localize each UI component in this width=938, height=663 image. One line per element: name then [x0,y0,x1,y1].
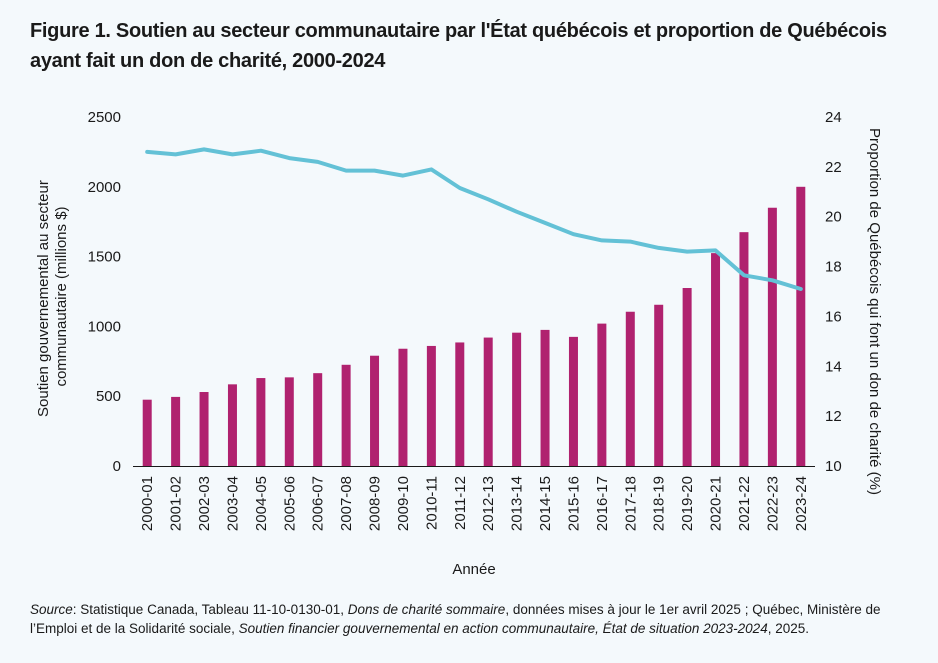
right-tick-label: 22 [825,159,842,176]
donor-proportion-line [145,147,803,291]
x-tick-label: 2001-02 [168,476,185,531]
x-tick-label: 2002-03 [196,476,213,531]
x-tick-label: 2011-12 [452,476,469,530]
x-tick-label: 2007-08 [338,476,355,531]
right-tick-label: 10 [825,458,842,475]
bar-2011-12 [455,342,465,466]
chart-svg: 0 500 1000 1500 2000 2500 10 12 14 16 18 20 22 24 20… [35,109,883,578]
bar-2016-17 [597,323,607,466]
x-tick-label: 2006-07 [310,476,327,531]
bar-2021-22 [739,232,749,466]
left-tick-label: 1500 [88,249,121,266]
left-tick-label: 2000 [88,179,121,196]
source-text-3: , 2025. [767,621,809,636]
x-tick-label: 2012-13 [480,476,497,531]
x-tick-label: 2009-10 [395,476,412,531]
bar-2003-04 [227,384,237,466]
right-tick-label: 16 [825,308,842,325]
x-tick-label: 2004-05 [253,476,270,531]
x-tick-label: 2020-21 [708,476,725,531]
bar-2004-05 [256,378,266,466]
bar-2007-08 [341,364,351,466]
left-axis: 0 500 1000 1500 2000 2500 [88,109,121,475]
left-tick-label: 0 [113,458,121,475]
source-text-2: , données mises à jour le 1er avril 2025… [30,602,881,636]
x-tick-label: 2023-24 [793,476,810,531]
source-text-1: : Statistique Canada, Tableau 11-10-0130… [72,602,348,617]
left-axis-label-line-2: communautaire (millions $) [53,206,70,386]
bar-2010-11 [426,345,436,466]
bar-2009-10 [398,348,408,466]
bar-2017-18 [625,311,635,466]
x-tick-label: 2014-15 [537,476,554,531]
x-axis-label: Année [452,561,495,578]
x-axis: 2000-01 2001-02 2002-03 2003-04 2004-05 2005-… [139,476,810,531]
bar-2001-02 [171,396,181,466]
right-tick-label: 18 [825,259,842,276]
source-label: Source [30,602,73,617]
bar-2023-24 [796,186,806,467]
bar-2012-13 [483,337,493,466]
right-axis: 10 12 14 16 18 20 22 24 [825,109,842,475]
right-tick-label: 14 [825,358,842,375]
chart-title: Figure 1. Soutien au secteur communautai… [30,16,910,76]
left-tick-label: 1000 [88,318,121,335]
bar-2019-20 [682,288,692,466]
right-tick-label: 20 [825,209,842,226]
bar-2008-09 [370,355,380,466]
right-tick-label: 12 [825,408,842,425]
source-italic-2: Soutien financier gouvernemental en acti… [238,621,768,636]
line-series [145,147,803,291]
x-tick-label: 2021-22 [736,476,753,531]
bar-2000-01 [142,399,152,466]
x-tick-label: 2016-17 [594,476,611,531]
bar-2002-03 [199,392,209,466]
right-tick-label: 24 [825,109,842,126]
x-tick-label: 2013-14 [509,476,526,531]
bar-2018-19 [654,304,664,466]
bar-2022-23 [767,207,777,467]
source-note: Source: Statistique Canada, Tableau 11-1… [30,600,920,638]
bar-2014-15 [540,329,550,466]
chart-title-line-1: Figure 1. Soutien au secteur communautai… [30,20,887,42]
left-axis-label-line-1: Soutien gouvernemental au secteur [35,180,52,417]
x-tick-label: 2018-19 [651,476,668,531]
x-tick-label: 2000-01 [139,476,156,531]
left-tick-label: 2500 [88,109,121,126]
bar-2015-16 [568,336,578,466]
x-tick-label: 2003-04 [224,476,241,531]
bar-2013-14 [512,332,522,466]
bar-2020-21 [711,253,721,466]
x-tick-label: 2005-06 [281,476,298,531]
source-italic-1: Dons de charité sommaire [347,602,506,617]
x-tick-label: 2017-18 [622,476,639,531]
bar-series [142,186,806,467]
x-tick-label: 2015-16 [565,476,582,531]
left-axis-label: Soutien gouvernemental au secteur commun… [35,176,70,417]
x-tick-label: 2019-20 [679,476,696,531]
right-axis-label: Proportion de Québécois qui font un don … [866,128,883,495]
chart-title-line-2: ayant fait un don de charité, 2000-2024 [30,50,386,72]
bar-2005-06 [284,377,294,466]
left-tick-label: 500 [96,388,121,405]
x-tick-label: 2010-11 [423,476,440,530]
x-tick-label: 2008-09 [367,476,384,531]
x-tick-label: 2022-23 [764,476,781,531]
bar-2006-07 [313,373,323,466]
